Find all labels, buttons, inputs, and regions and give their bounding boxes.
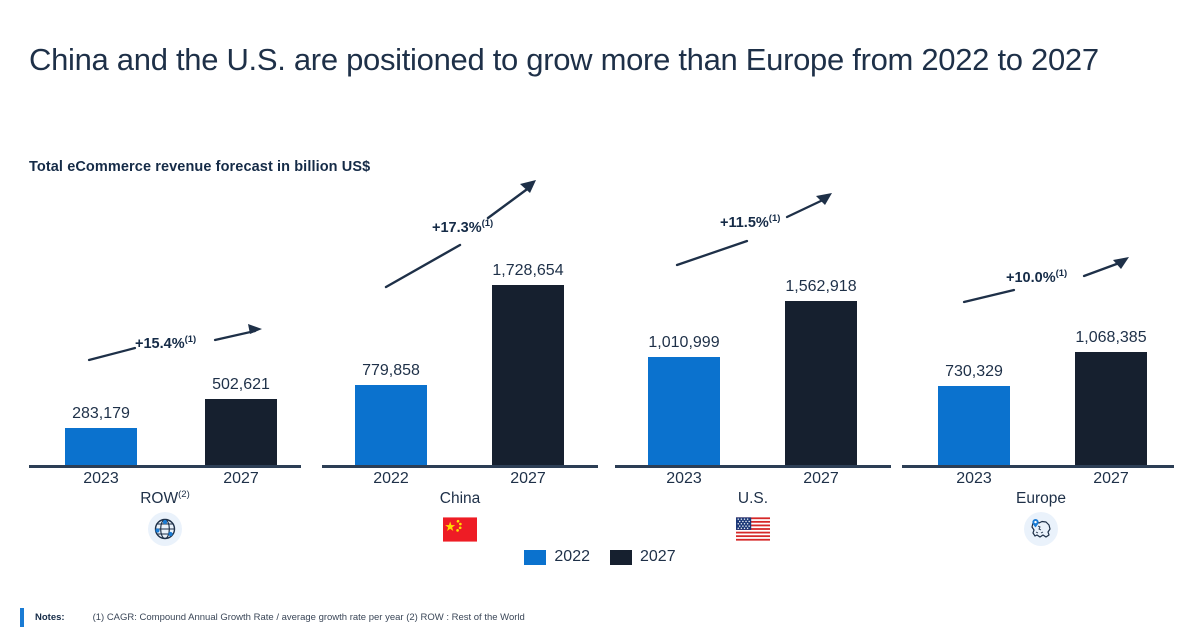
panel-china: +17.3%(1) 779,858 2022 1,728,654 2027 Ch… — [322, 170, 598, 545]
legend-item-2027[interactable]: 2027 — [610, 548, 676, 566]
growth-value: +15.4% — [135, 335, 185, 352]
axis-label-europe-0: 2023 — [956, 470, 992, 487]
bar-fill — [938, 386, 1010, 465]
bar-fill — [648, 357, 720, 465]
region-text: U.S. — [737, 490, 769, 508]
region-name: Europe — [976, 485, 1106, 509]
growth-annotation-row: +15.4%(1) — [29, 320, 301, 370]
growth-annotation-china: +17.3%(1) — [322, 170, 598, 300]
panel-row: +15.4%(1) 283,179 2023 502,621 2027 ROW(… — [29, 170, 301, 547]
bar-us-2022[interactable]: 1,010,999 — [648, 334, 720, 465]
growth-value: +11.5% — [720, 214, 769, 231]
region-label-us: U.S. — [688, 485, 818, 546]
footer-notes-text: (1) CAGR: Compound Annual Growth Rate / … — [92, 612, 525, 623]
bar-row-2027[interactable]: 502,621 — [205, 376, 277, 465]
bar-fill — [785, 301, 857, 465]
globe-icon — [148, 512, 182, 547]
bar-china-2027[interactable]: 1,728,654 — [492, 262, 564, 465]
bar-fill — [65, 428, 137, 465]
panel-us: +11.5%(1) 1,010,999 2023 1,562,918 2027 … — [615, 170, 891, 545]
axis-label-china-0: 2022 — [373, 470, 409, 487]
bar-value-label: 1,010,999 — [648, 334, 720, 351]
europe-map-icon — [1024, 512, 1058, 547]
axis-label-row-0: 2023 — [83, 470, 119, 487]
chart-legend: 2022 2027 — [0, 548, 1200, 566]
panel-baseline — [902, 465, 1174, 468]
us-flag-icon — [736, 512, 770, 546]
footer-notes: Notes: (1) CAGR: Compound Annual Growth … — [20, 608, 525, 627]
growth-footnote: (1) — [768, 213, 781, 224]
axis-label-us-0: 2023 — [666, 470, 702, 487]
growth-label: +11.5%(1) — [720, 213, 780, 231]
region-label-row: ROW(2) — [100, 485, 230, 547]
footer-accent-bar — [20, 608, 24, 627]
legend-swatch-2022 — [524, 549, 547, 565]
growth-annotation-us: +11.5%(1) — [615, 185, 891, 285]
growth-footnote: (1) — [184, 334, 197, 345]
bar-europe-2022[interactable]: 730,329 — [938, 363, 1010, 465]
bar-value-label: 779,858 — [362, 362, 420, 379]
bar-value-label: 1,562,918 — [785, 278, 857, 295]
growth-label: +10.0%(1) — [1006, 268, 1067, 286]
china-flag-icon — [443, 512, 477, 546]
bar-value-label: 283,179 — [72, 405, 130, 422]
panel-baseline — [322, 465, 598, 468]
growth-value: +17.3% — [432, 219, 482, 236]
panel-baseline — [29, 465, 301, 468]
panel-baseline — [615, 465, 891, 468]
region-text: China — [439, 490, 481, 508]
legend-label: 2027 — [640, 548, 676, 565]
panel-europe: +10.0%(1) 730,329 2023 1,068,385 2027 Eu… — [902, 170, 1174, 547]
region-footnote: (2) — [178, 489, 190, 500]
footer-notes-label: Notes: — [35, 612, 65, 623]
region-name: ROW(2) — [100, 485, 230, 509]
region-label-china: China — [395, 485, 525, 546]
page-title: China and the U.S. are positioned to gro… — [29, 42, 1099, 77]
legend-item-2022[interactable]: 2022 — [524, 548, 590, 566]
region-label-europe: Europe — [976, 485, 1106, 547]
region-text: ROW — [140, 490, 179, 508]
bar-europe-2027[interactable]: 1,068,385 — [1075, 329, 1147, 465]
bar-fill — [492, 285, 564, 465]
growth-annotation-europe: +10.0%(1) — [902, 250, 1174, 320]
growth-label: +17.3%(1) — [432, 218, 493, 236]
bar-value-label: 1,068,385 — [1075, 329, 1147, 346]
axis-label-us-1: 2027 — [803, 470, 839, 487]
bar-us-2027[interactable]: 1,562,918 — [785, 278, 857, 465]
growth-label: +15.4%(1) — [135, 334, 196, 352]
axis-label-china-1: 2027 — [510, 470, 546, 487]
growth-footnote: (1) — [481, 218, 494, 229]
bar-fill — [355, 385, 427, 465]
axis-label-row-1: 2027 — [223, 470, 259, 487]
bar-value-label: 1,728,654 — [492, 262, 564, 279]
bar-fill — [1075, 352, 1147, 465]
bar-china-2022[interactable]: 779,858 — [355, 362, 427, 465]
bar-value-label: 502,621 — [212, 376, 270, 393]
legend-label: 2022 — [554, 548, 590, 565]
bar-value-label: 730,329 — [945, 363, 1003, 380]
axis-label-europe-1: 2027 — [1093, 470, 1129, 487]
bar-fill — [205, 399, 277, 465]
region-name: U.S. — [688, 485, 818, 509]
bar-row-2022[interactable]: 283,179 — [65, 405, 137, 465]
region-name: China — [395, 485, 525, 509]
region-text: Europe — [1016, 490, 1066, 508]
growth-footnote: (1) — [1055, 268, 1068, 279]
growth-value: +10.0% — [1006, 269, 1056, 286]
legend-swatch-2027 — [610, 549, 632, 565]
chart-area: +15.4%(1) 283,179 2023 502,621 2027 ROW(… — [0, 170, 1200, 547]
chart-subtitle: Total eCommerce revenue forecast in bill… — [29, 159, 371, 175]
